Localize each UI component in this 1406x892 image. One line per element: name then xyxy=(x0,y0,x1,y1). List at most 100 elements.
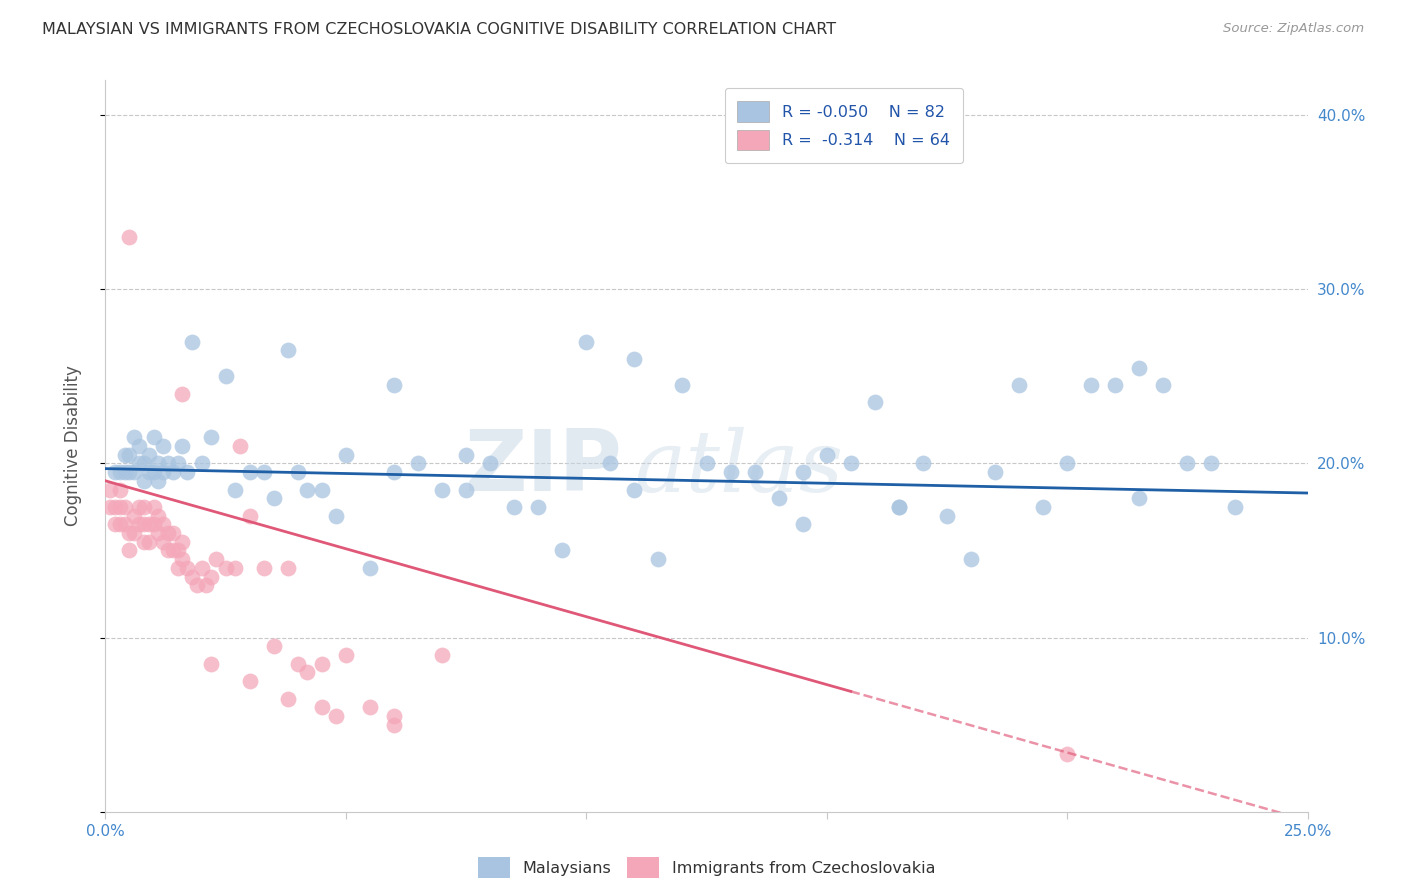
Point xyxy=(132,457,155,471)
Point xyxy=(98,500,121,514)
Point xyxy=(104,517,127,532)
Point xyxy=(142,430,165,444)
Point xyxy=(128,500,150,514)
Point xyxy=(287,465,309,479)
Point xyxy=(1201,457,1223,471)
Point xyxy=(887,500,910,514)
Point xyxy=(599,457,621,471)
Point xyxy=(311,700,333,714)
Point xyxy=(156,526,179,541)
Point xyxy=(152,534,174,549)
Point xyxy=(181,334,204,349)
Point xyxy=(98,483,121,497)
Point xyxy=(263,640,285,654)
Point xyxy=(551,543,574,558)
Point xyxy=(114,465,136,479)
Point xyxy=(128,439,150,453)
Point xyxy=(325,508,347,523)
Point xyxy=(138,448,160,462)
Point xyxy=(200,569,222,583)
Point xyxy=(172,386,194,401)
Text: ZIP: ZIP xyxy=(464,426,623,509)
Point xyxy=(297,483,319,497)
Point xyxy=(887,500,910,514)
Point xyxy=(382,709,405,723)
Point xyxy=(118,543,141,558)
Point xyxy=(1008,378,1031,392)
Point xyxy=(325,709,347,723)
Point xyxy=(359,561,381,575)
Point xyxy=(239,674,262,689)
Point xyxy=(1056,457,1078,471)
Y-axis label: Cognitive Disability: Cognitive Disability xyxy=(63,366,82,526)
Point xyxy=(108,500,131,514)
Point xyxy=(132,534,155,549)
Point xyxy=(156,457,179,471)
Point xyxy=(239,465,262,479)
Point xyxy=(224,561,246,575)
Point xyxy=(382,378,405,392)
Point xyxy=(128,457,150,471)
Point xyxy=(108,483,131,497)
Point xyxy=(575,334,598,349)
Point xyxy=(118,230,141,244)
Point xyxy=(128,517,150,532)
Point xyxy=(118,448,141,462)
Point xyxy=(815,448,838,462)
Point xyxy=(623,483,645,497)
Point xyxy=(162,526,184,541)
Point xyxy=(138,517,160,532)
Point xyxy=(382,717,405,731)
Point xyxy=(142,517,165,532)
Point xyxy=(224,483,246,497)
Point xyxy=(503,500,526,514)
Point xyxy=(176,465,198,479)
Point xyxy=(152,439,174,453)
Point xyxy=(132,500,155,514)
Point xyxy=(1128,491,1150,506)
Text: atlas: atlas xyxy=(634,426,844,509)
Point xyxy=(253,561,276,575)
Point xyxy=(792,465,814,479)
Point xyxy=(124,526,146,541)
Point xyxy=(335,448,357,462)
Point xyxy=(132,474,155,488)
Point xyxy=(148,526,170,541)
Point xyxy=(200,430,222,444)
Point xyxy=(720,465,742,479)
Point xyxy=(152,517,174,532)
Point xyxy=(911,457,934,471)
Point xyxy=(671,378,693,392)
Point xyxy=(172,439,194,453)
Point xyxy=(359,700,381,714)
Point xyxy=(148,474,170,488)
Point xyxy=(479,457,502,471)
Point xyxy=(287,657,309,671)
Point xyxy=(1152,378,1174,392)
Point xyxy=(984,465,1007,479)
Point xyxy=(1056,747,1078,762)
Point xyxy=(839,457,862,471)
Point xyxy=(104,465,127,479)
Point xyxy=(118,465,141,479)
Point xyxy=(863,395,886,409)
Point xyxy=(138,534,160,549)
Point xyxy=(118,526,141,541)
Point xyxy=(768,491,790,506)
Point xyxy=(239,508,262,523)
Point xyxy=(114,517,136,532)
Point xyxy=(1032,500,1054,514)
Point xyxy=(1080,378,1102,392)
Point xyxy=(166,543,188,558)
Point xyxy=(311,483,333,497)
Point xyxy=(623,351,645,366)
Point xyxy=(1104,378,1126,392)
Point xyxy=(960,552,983,566)
Point xyxy=(430,483,453,497)
Point xyxy=(744,465,766,479)
Point xyxy=(1225,500,1247,514)
Point xyxy=(114,500,136,514)
Point xyxy=(138,465,160,479)
Point xyxy=(200,657,222,671)
Point xyxy=(124,430,146,444)
